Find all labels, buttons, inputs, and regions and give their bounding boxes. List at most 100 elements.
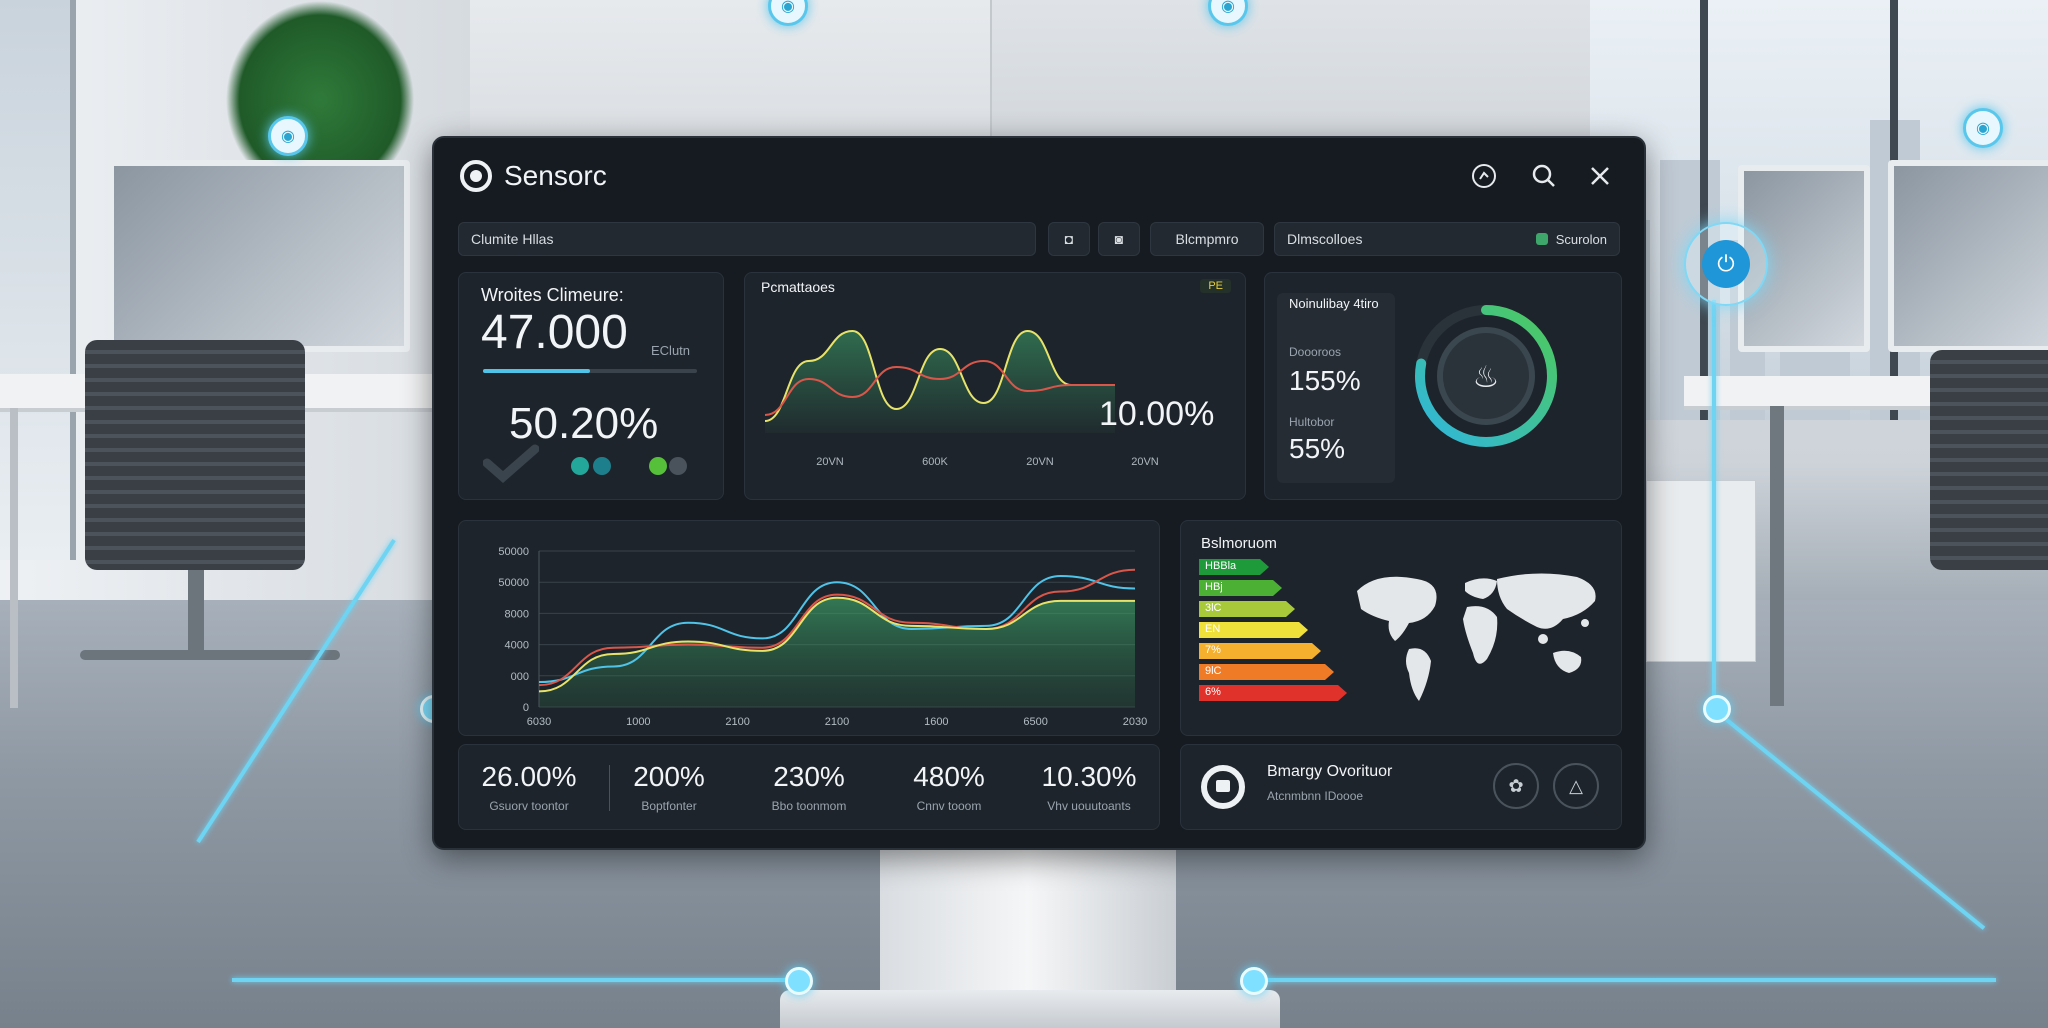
energy-rating-label: HBj	[1205, 581, 1223, 593]
kpi-value: 230%	[773, 761, 845, 792]
legend-dot-teal	[571, 457, 589, 475]
gauge-title: Noinulibay 4tiro	[1289, 296, 1379, 311]
chair-right	[1930, 350, 2048, 570]
x-tick-label: 2100	[825, 716, 849, 728]
kpi-label: Vhv uouutoants	[1047, 799, 1131, 813]
status-label: Scurolon	[1555, 231, 1607, 247]
energy-title: Bslmoruom	[1201, 535, 1277, 552]
stat2-value: 55%	[1289, 433, 1346, 464]
energy-rating-panel: Bslmoruom HBBla HBj 3lC EN 7% 9lC 6%	[1180, 520, 1622, 736]
chair-left	[85, 340, 305, 570]
filter-button-1[interactable]: ◘	[1048, 222, 1090, 256]
line-series	[764, 359, 1115, 416]
energy-rating-label: 6%	[1205, 686, 1221, 698]
kpi-label: Boptfonter	[641, 799, 697, 813]
warning-icon: △	[1569, 775, 1583, 796]
area-series-line	[538, 568, 1136, 687]
kpi-divider	[609, 765, 610, 811]
summary-progress-fill	[483, 369, 590, 373]
check-icon	[483, 444, 539, 483]
kpi-card: 10.30% Vhv uouutoants	[1019, 745, 1159, 829]
gauge-stats-card	[1277, 293, 1395, 483]
gauge-panel: Noinulibay 4tiro Doooroos 155% Hultobor …	[1264, 272, 1622, 500]
kpi-card: 26.00% Gsuorv toontor	[459, 745, 599, 829]
line-chart-title: Pcmattaoes	[761, 279, 835, 295]
energy-rating-bar: 6%	[1199, 685, 1347, 701]
x-tick-label: 20VN	[1131, 456, 1159, 468]
line-chart: 20VN 600K 20VN 20VN	[764, 329, 1159, 468]
stat1-value: 155%	[1289, 365, 1361, 396]
x-tick-label: 20VN	[816, 456, 844, 468]
energy-overview-subtitle: Atcnmbnn IDoooe	[1267, 789, 1364, 803]
energy-rating-label: EN	[1205, 623, 1221, 635]
energy-rating-bar: 9lC	[1199, 664, 1334, 680]
x-tick-label: 1000	[626, 716, 650, 728]
y-tick-label: 000	[511, 671, 529, 683]
energy-rating-bar: HBj	[1199, 580, 1282, 596]
energy-logo-icon	[1201, 765, 1245, 809]
summary-percent: 50.20%	[509, 399, 659, 448]
kpi-value: 10.30%	[1041, 761, 1137, 792]
warning-button[interactable]: △	[1553, 763, 1599, 809]
recycle-button[interactable]: ✿	[1493, 763, 1539, 809]
energy-rating-label: 9lC	[1205, 665, 1222, 677]
energy-rating-bar: HBBla	[1199, 559, 1269, 575]
sensor-icon: ◉	[268, 116, 308, 156]
summary-value: 47.000	[481, 306, 628, 359]
kpi-row: 26.00% Gsuorv toontor 200% Boptfonter 230% Bb…	[459, 745, 1159, 829]
stat2-label: Hultobor	[1289, 415, 1335, 429]
world-map	[1357, 573, 1596, 701]
y-tick-label: 50000	[498, 577, 529, 589]
legend-dot-teal-2	[593, 457, 611, 475]
monitor-base	[780, 990, 1280, 1028]
app-header: Sensorc	[460, 156, 607, 196]
legend-dot-grey	[669, 457, 687, 475]
app-title: Sensorc	[504, 160, 607, 191]
sensor-hub-icon: ⏻	[1684, 222, 1768, 306]
line-series-fill	[765, 331, 1115, 433]
close-icon[interactable]	[1580, 156, 1620, 196]
y-tick-label: 0	[523, 702, 529, 714]
search-field-label: Clumite Hllas	[471, 231, 554, 247]
energy-overview-title: Bmargy Ovorituor	[1267, 763, 1393, 780]
y-tick-label: 8000	[505, 608, 529, 620]
area-chart-panel: 50000 50000 8000 4000 000 0 6030 1000 2100 2100 16…	[458, 520, 1160, 736]
area-series-fill	[539, 597, 1135, 707]
toggle-icon: ◙	[1114, 231, 1124, 247]
search-icon[interactable]	[1524, 156, 1564, 196]
energy-overview-panel: Bmargy Ovorituor Atcnmbnn IDoooe ✿ △	[1180, 744, 1622, 830]
kpi-card: 480% Cnnv tooom	[879, 745, 1019, 829]
kpi-label: Gsuorv toontor	[489, 799, 569, 813]
x-tick-label: 1600	[924, 716, 948, 728]
radial-gauge: ♨	[1415, 305, 1557, 447]
kpi-card: 230% Bbo toonmom	[739, 745, 879, 829]
status-dot-icon	[1535, 233, 1548, 245]
energy-rating-label: 3lC	[1205, 602, 1222, 614]
summary-panel: Wroites Climeure: 47.000 EClutn 50.20%	[458, 272, 724, 500]
search-field[interactable]: Clumite Hllas	[458, 222, 1036, 256]
y-tick-label: 50000	[498, 546, 529, 558]
line-chart-tag: PE	[1200, 279, 1231, 293]
legend-dot-green	[649, 457, 667, 475]
kpi-strip: 26.00% Gsuorv toontor 200% Boptfonter 230% Bb…	[458, 744, 1160, 830]
summary-unit: EClutn	[651, 343, 691, 358]
kpi-value: 26.00%	[481, 761, 577, 792]
recycle-icon: ✿	[1508, 775, 1524, 796]
kpi-card: 200% Boptfonter	[599, 745, 739, 829]
sensor-icon: ◉	[1208, 0, 1248, 26]
x-tick-label: 20VN	[1026, 456, 1054, 468]
summary-progress-track	[483, 369, 697, 373]
energy-rating-label: 7%	[1205, 644, 1221, 656]
energy-rating-label: HBBla	[1205, 560, 1237, 572]
toolbar-button-b[interactable]: Dlmscolloes Scurolon	[1274, 222, 1620, 256]
cabinet	[1646, 480, 1756, 662]
toolbar-button-b-label: Dlmscolloes	[1287, 231, 1363, 247]
settings-icon[interactable]	[1464, 156, 1504, 196]
summary-title: Wroites Climeure:	[481, 285, 624, 305]
kpi-label: Cnnv tooom	[916, 799, 982, 813]
filter-button-2[interactable]: ◙	[1098, 222, 1140, 256]
toolbar-button-a[interactable]: Blcmpmro	[1150, 222, 1264, 256]
kpi-value: 480%	[913, 761, 985, 792]
toolbar-button-a-label: Blcmpmro	[1175, 231, 1239, 247]
